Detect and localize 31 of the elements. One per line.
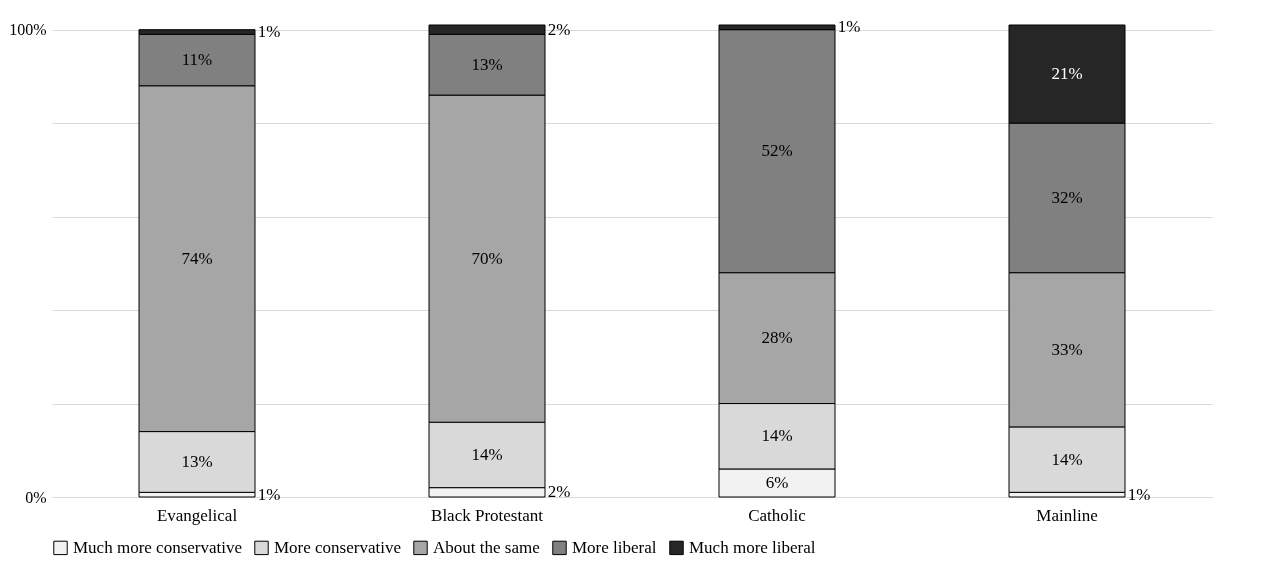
x-tick-label: Mainline xyxy=(1036,505,1098,525)
legend-label: More conservative xyxy=(274,537,401,557)
y-tick-label: 0% xyxy=(25,488,47,506)
data-label: 70% xyxy=(471,248,503,268)
data-label: 28% xyxy=(761,328,793,348)
data-label: 74% xyxy=(181,248,213,268)
data-label: 14% xyxy=(471,444,503,464)
data-label: 13% xyxy=(181,451,213,471)
x-tick-label: Catholic xyxy=(748,505,807,525)
data-label: 52% xyxy=(761,141,793,161)
data-label: 14% xyxy=(761,426,793,446)
data-label: 13% xyxy=(471,54,503,74)
data-label: 1% xyxy=(1127,484,1151,504)
data-label: 14% xyxy=(1051,449,1083,469)
legend-label: Much more liberal xyxy=(689,537,816,557)
data-label: 1% xyxy=(257,484,281,504)
data-label: 21% xyxy=(1051,64,1083,84)
x-tick-label: Evangelical xyxy=(156,505,238,525)
legend-label: Much more conservative xyxy=(73,537,242,557)
data-label: 2% xyxy=(547,19,571,39)
data-label: 33% xyxy=(1051,339,1083,359)
data-label: 1% xyxy=(837,17,861,37)
data-label: 11% xyxy=(181,50,213,70)
legend-label: More liberal xyxy=(572,537,657,557)
legend-label: About the same xyxy=(433,537,540,557)
y-tick-label: 100% xyxy=(9,21,47,39)
data-label: 32% xyxy=(1051,187,1083,207)
data-label: 1% xyxy=(257,22,281,42)
x-tick-label: Black Protestant xyxy=(431,505,544,525)
data-label: 6% xyxy=(765,472,789,492)
data-label: 2% xyxy=(547,482,571,502)
